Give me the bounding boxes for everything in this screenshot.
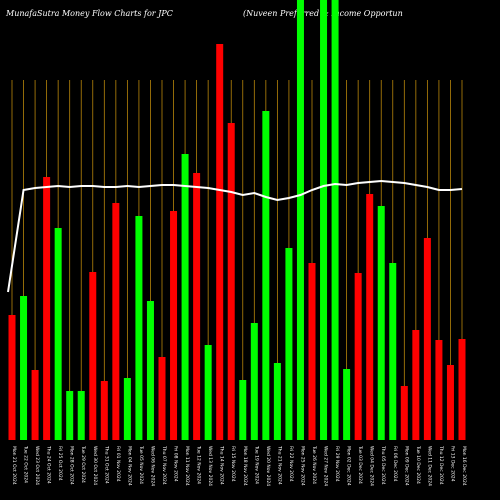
x-tick-label: Wed 04 Dec 2024	[369, 446, 375, 486]
x-tick-label: Thu 12 Dec 2024	[438, 445, 444, 485]
bar	[458, 339, 466, 440]
x-tick-label: Mon 16 Dec 2024	[461, 446, 467, 486]
bar	[273, 363, 281, 440]
x-tick-label: Wed 11 Dec 2024	[426, 446, 432, 486]
bar	[146, 301, 154, 440]
x-tick-label: Wed 27 Nov 2024	[323, 446, 329, 486]
bar	[100, 381, 108, 440]
bar	[366, 194, 374, 440]
bar	[250, 323, 258, 440]
x-tick-label: Mon 09 Dec 2024	[403, 446, 409, 486]
bar	[54, 228, 62, 440]
bar	[20, 296, 28, 440]
bar	[412, 330, 420, 440]
x-tick-label: Thu 07 Nov 2024	[161, 445, 167, 485]
x-tick-label: Mon 25 Nov 2024	[299, 446, 305, 486]
x-tick-label: Tue 10 Dec 2024	[415, 445, 421, 484]
x-tick-label: Fri 29 Nov 2024	[334, 446, 340, 482]
bar	[135, 216, 143, 440]
bar	[77, 391, 85, 440]
bar	[262, 111, 270, 440]
x-tick-label: Thu 31 Oct 2024	[103, 445, 109, 484]
bar	[31, 370, 39, 440]
bar	[308, 263, 316, 440]
x-tick-label: Mon 21 Oct 2024	[11, 446, 17, 485]
x-tick-label: Mon 28 Oct 2024	[69, 446, 75, 485]
x-tick-label: Fri 01 Nov 2024	[115, 446, 121, 482]
x-tick-label: Wed 06 Nov 2024	[149, 446, 155, 486]
x-tick-label: Wed 20 Nov 2024	[265, 446, 271, 486]
bar	[389, 263, 397, 440]
x-tick-label: Fri 15 Nov 2024	[230, 446, 236, 482]
bar	[112, 203, 120, 440]
bar	[285, 248, 293, 440]
x-tick-label: Mon 11 Nov 2024	[184, 446, 190, 486]
bar	[227, 123, 235, 440]
x-tick-label: Thu 21 Nov 2024	[276, 445, 282, 485]
chart-title: MunafaSutra Money Flow Charts for JPC	[5, 9, 173, 18]
bar	[158, 357, 166, 440]
bar	[43, 177, 51, 440]
x-tick-label: Tue 29 Oct 2024	[80, 445, 86, 483]
x-tick-label: Thu 24 Oct 2024	[46, 445, 52, 484]
x-tick-label: Thu 05 Dec 2024	[380, 445, 386, 485]
flow-line	[7, 179, 463, 293]
bar	[435, 340, 443, 440]
x-tick-label: Tue 19 Nov 2024	[253, 445, 259, 484]
x-tick-label: Tue 03 Dec 2024	[357, 445, 363, 484]
bar	[320, 0, 328, 440]
x-tick-label: Fri 06 Dec 2024	[392, 446, 398, 482]
x-tick-label: Fri 13 Dec 2024	[449, 446, 455, 482]
bar	[331, 0, 339, 440]
x-tick-label: Tue 26 Nov 2024	[311, 445, 317, 484]
x-tick-label: Fri 22 Nov 2024	[288, 446, 294, 482]
x-tick-label: Mon 02 Dec 2024	[346, 446, 352, 486]
bar	[343, 369, 351, 440]
x-tick-label: Fri 25 Oct 2024	[57, 446, 63, 481]
x-tick-label: Wed 23 Oct 2024	[34, 446, 40, 485]
x-tick-label: Wed 30 Oct 2024	[92, 446, 98, 485]
bar	[216, 44, 224, 440]
bar	[123, 378, 131, 440]
bar	[181, 154, 189, 440]
bar	[239, 380, 247, 440]
bar	[377, 206, 385, 440]
bar	[66, 391, 74, 440]
x-tick-label: Fri 08 Nov 2024	[173, 446, 179, 482]
bar	[296, 0, 304, 440]
bar	[446, 365, 454, 440]
bar	[400, 386, 408, 440]
bar	[423, 238, 431, 440]
x-tick-label: Mon 18 Nov 2024	[242, 446, 248, 486]
bar	[89, 272, 97, 440]
bar	[170, 211, 178, 440]
bar	[193, 173, 201, 440]
bar	[204, 345, 212, 440]
x-tick-label: Mon 04 Nov 2024	[126, 446, 132, 486]
bar	[354, 273, 362, 440]
x-tick-label: Tue 22 Oct 2024	[23, 445, 29, 483]
bar	[8, 315, 16, 440]
x-tick-label: Tue 05 Nov 2024	[138, 445, 144, 484]
x-tick-label: Thu 14 Nov 2024	[219, 445, 225, 485]
x-tick-label: Tue 12 Nov 2024	[196, 445, 202, 484]
x-tick-label: Wed 13 Nov 2024	[207, 446, 213, 486]
